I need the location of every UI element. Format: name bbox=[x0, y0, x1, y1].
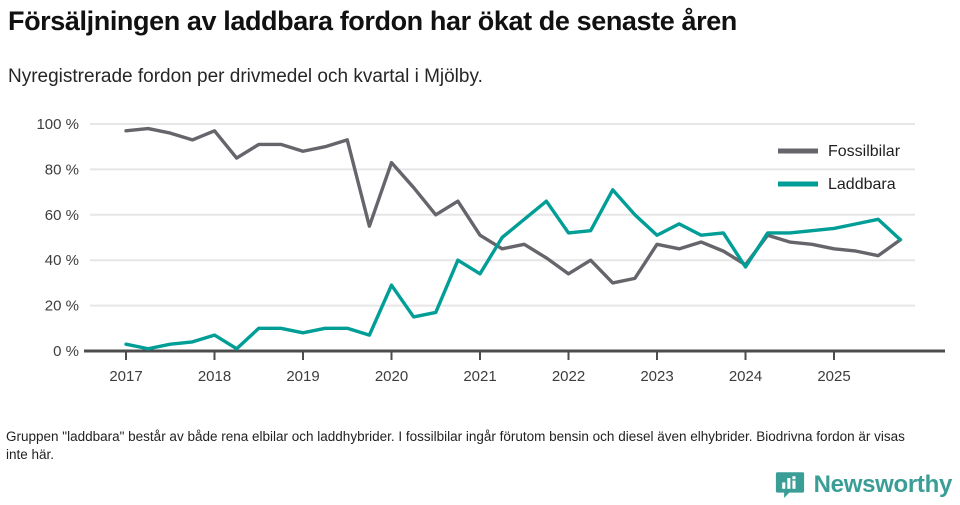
x-axis-ticks bbox=[125, 351, 835, 360]
x-axis-tick-label: 2023 bbox=[640, 368, 673, 385]
y-axis-tick-label: 40 % bbox=[45, 252, 79, 269]
x-axis-tick-label: 2024 bbox=[729, 368, 762, 385]
newsworthy-logo: Newsworthy bbox=[775, 468, 952, 502]
x-axis-tick-label: 2021 bbox=[463, 368, 496, 385]
x-axis-tick-label: 2018 bbox=[198, 368, 231, 385]
y-axis-tick-label: 20 % bbox=[45, 298, 79, 315]
series-line-laddbara bbox=[124, 188, 903, 351]
x-axis-labels: 2017 2018 2019 2020 2021 2022 2023 2024 2025 bbox=[109, 368, 850, 385]
x-axis-tick-label: 2017 bbox=[109, 368, 142, 385]
x-axis-tick-label: 2025 bbox=[817, 368, 850, 385]
legend-label: Laddbara bbox=[828, 176, 896, 193]
x-axis-tick-label: 2019 bbox=[286, 368, 319, 385]
x-axis-tick-label: 2022 bbox=[552, 368, 585, 385]
bar-chart-speech-bubble-icon bbox=[775, 472, 804, 498]
y-axis-labels: 0 % 20 % 40 % 60 % 80 % 100 % bbox=[36, 116, 79, 360]
series-lines bbox=[124, 126, 903, 351]
page-subtitle: Nyregistrerade fordon per drivmedel och … bbox=[8, 66, 483, 87]
chart-legend: Fossilbilar Laddbara bbox=[778, 143, 901, 193]
brand-name: Newsworthy bbox=[813, 471, 953, 498]
chart-footnote: Gruppen "laddbara" består av både rena e… bbox=[6, 429, 905, 463]
gridlines bbox=[90, 123, 915, 307]
y-axis-tick-label: 80 % bbox=[45, 161, 79, 178]
x-axis-tick-label: 2020 bbox=[375, 368, 408, 385]
y-axis-tick-label: 60 % bbox=[45, 207, 79, 224]
page-title: Försäljningen av laddbara fordon har öka… bbox=[8, 6, 737, 36]
line-chart: 0 % 20 % 40 % 60 % 80 % 100 % 2017 2018 2019 202… bbox=[0, 105, 960, 395]
legend-label: Fossilbilar bbox=[828, 143, 901, 160]
chart-svg: 0 % 20 % 40 % 60 % 80 % 100 % 2017 2018 2019 202… bbox=[36, 116, 945, 385]
y-axis-tick-label: 100 % bbox=[36, 116, 79, 133]
series-line-fossilbilar bbox=[124, 126, 903, 285]
y-axis-tick-label: 0 % bbox=[53, 343, 79, 360]
